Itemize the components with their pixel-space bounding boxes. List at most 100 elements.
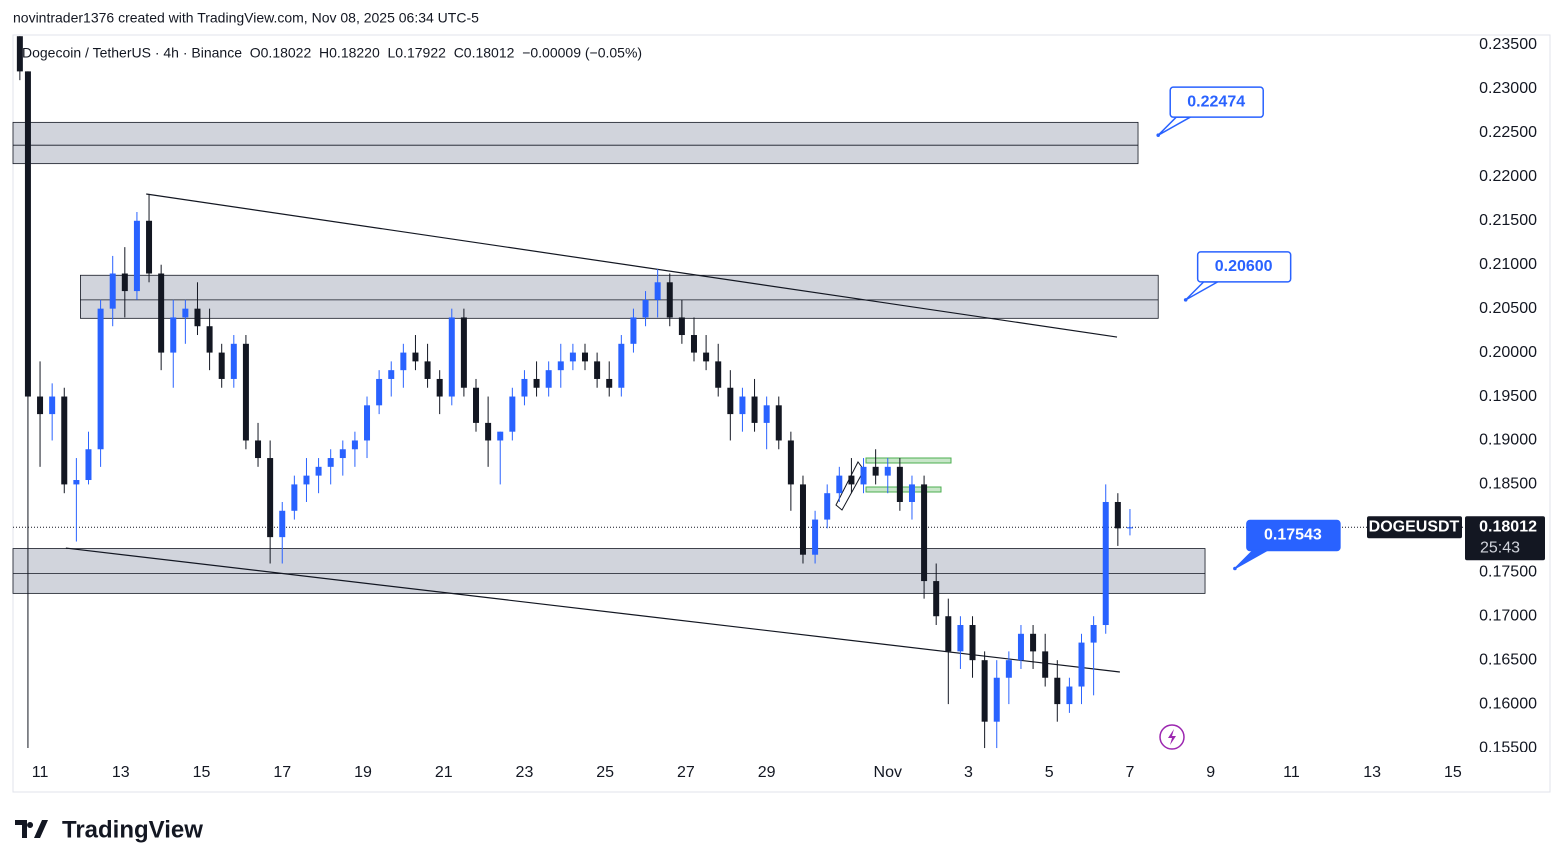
candle-body	[957, 625, 964, 652]
candle-body	[993, 677, 1000, 722]
x-tick-label: 9	[1206, 764, 1215, 781]
y-tick-label: 0.16500	[1479, 651, 1537, 668]
candle-body	[37, 396, 44, 415]
candle-body	[73, 480, 80, 485]
candle-body	[16, 36, 23, 72]
candle-body	[194, 308, 201, 327]
candle-body	[545, 370, 552, 388]
candle-body	[727, 387, 734, 415]
candle-body	[327, 458, 334, 467]
callout-label: 0.20600	[1215, 258, 1273, 275]
candle-body	[436, 378, 443, 397]
candle-body	[860, 466, 867, 485]
trendline	[146, 193, 1118, 338]
candle-body	[339, 449, 346, 459]
candle-body	[921, 484, 928, 582]
x-tick-label: 15	[1444, 764, 1462, 781]
candle-body	[1042, 651, 1049, 678]
candle-body	[146, 220, 153, 274]
y-tick-label: 0.19500	[1479, 388, 1537, 405]
zone	[12, 121, 1139, 165]
trendline	[65, 547, 1120, 673]
candle-body	[690, 335, 697, 353]
candle-body	[654, 282, 661, 300]
candle-body	[109, 273, 116, 309]
callout-box	[1246, 519, 1341, 552]
candle-body	[1030, 633, 1037, 652]
candle-body	[582, 352, 588, 362]
candle-body	[364, 405, 371, 441]
x-tick-label: 11	[1283, 764, 1300, 781]
x-tick-label: 13	[1363, 764, 1381, 781]
credit: novintrader1376 created with TradingView…	[13, 10, 479, 26]
callout-label: 0.17543	[1264, 527, 1322, 544]
candle-body	[424, 361, 431, 379]
price-tag-label: 0.18012	[1479, 519, 1537, 536]
candle-body	[872, 466, 879, 476]
candle-body	[509, 396, 516, 432]
candle-body	[255, 440, 262, 459]
y-tick-label: 0.17500	[1479, 564, 1537, 581]
x-tick-label: 17	[273, 764, 291, 781]
candle-body	[376, 378, 383, 406]
candle-body	[751, 396, 758, 423]
candle-body	[933, 581, 940, 617]
symbol-tag-label: DOGEUSDT	[1369, 519, 1460, 536]
alert-icon[interactable]	[1159, 724, 1185, 750]
candle-body	[1005, 660, 1012, 678]
candle-body	[848, 475, 855, 485]
candle-body	[1126, 527, 1133, 529]
y-tick-label: 0.16000	[1479, 695, 1537, 712]
x-tick-label: 5	[1045, 764, 1054, 781]
y-tick-label: 0.20000	[1479, 344, 1537, 361]
candle-body	[569, 352, 576, 362]
candle-body	[1054, 677, 1061, 705]
candle-body	[1114, 501, 1121, 529]
candle-body	[824, 493, 831, 520]
brand: TradingView	[62, 816, 203, 843]
candle-body	[775, 405, 782, 441]
candle-body	[787, 440, 794, 485]
callout-box	[1196, 251, 1292, 283]
candle-body	[642, 299, 649, 318]
candle-body	[218, 352, 225, 379]
candle-body	[49, 396, 56, 415]
candle-body	[182, 308, 189, 318]
x-tick-label: 19	[354, 764, 372, 781]
candle-body	[351, 440, 358, 450]
candle-body	[303, 475, 310, 485]
candle-body	[497, 431, 504, 441]
candle-body	[400, 352, 407, 371]
candle-body	[1066, 686, 1073, 705]
candle-body	[230, 343, 237, 379]
x-tick-label: 7	[1126, 764, 1135, 781]
y-tick-label: 0.20500	[1479, 300, 1537, 317]
axis-mask	[1466, 752, 1546, 764]
candle-body	[981, 660, 988, 722]
callout-dot	[1183, 298, 1188, 302]
candle-body	[678, 317, 685, 336]
candle-body	[521, 378, 528, 397]
candle-body	[279, 510, 286, 538]
x-tick-label: 27	[677, 764, 695, 781]
x-tick-label: 11	[32, 764, 49, 781]
zone	[12, 548, 1206, 594]
price-tag	[1465, 516, 1545, 561]
candle-body	[291, 484, 298, 511]
candle-body	[557, 361, 564, 371]
y-tick-label: 0.22500	[1479, 124, 1537, 141]
y-tick-label: 0.21000	[1479, 256, 1537, 273]
candle-body	[412, 352, 419, 362]
candle-body	[460, 317, 467, 388]
y-tick-label: 0.23000	[1479, 80, 1537, 97]
candle-body	[739, 396, 746, 415]
candle-body	[703, 352, 710, 362]
candle-body	[242, 343, 249, 441]
candle-body	[133, 220, 140, 292]
candle-body	[896, 466, 903, 502]
candle-body	[594, 361, 601, 379]
callout-dot	[1156, 133, 1161, 137]
zone	[80, 274, 1159, 319]
candle-body	[884, 466, 891, 476]
candle-body	[448, 317, 455, 397]
